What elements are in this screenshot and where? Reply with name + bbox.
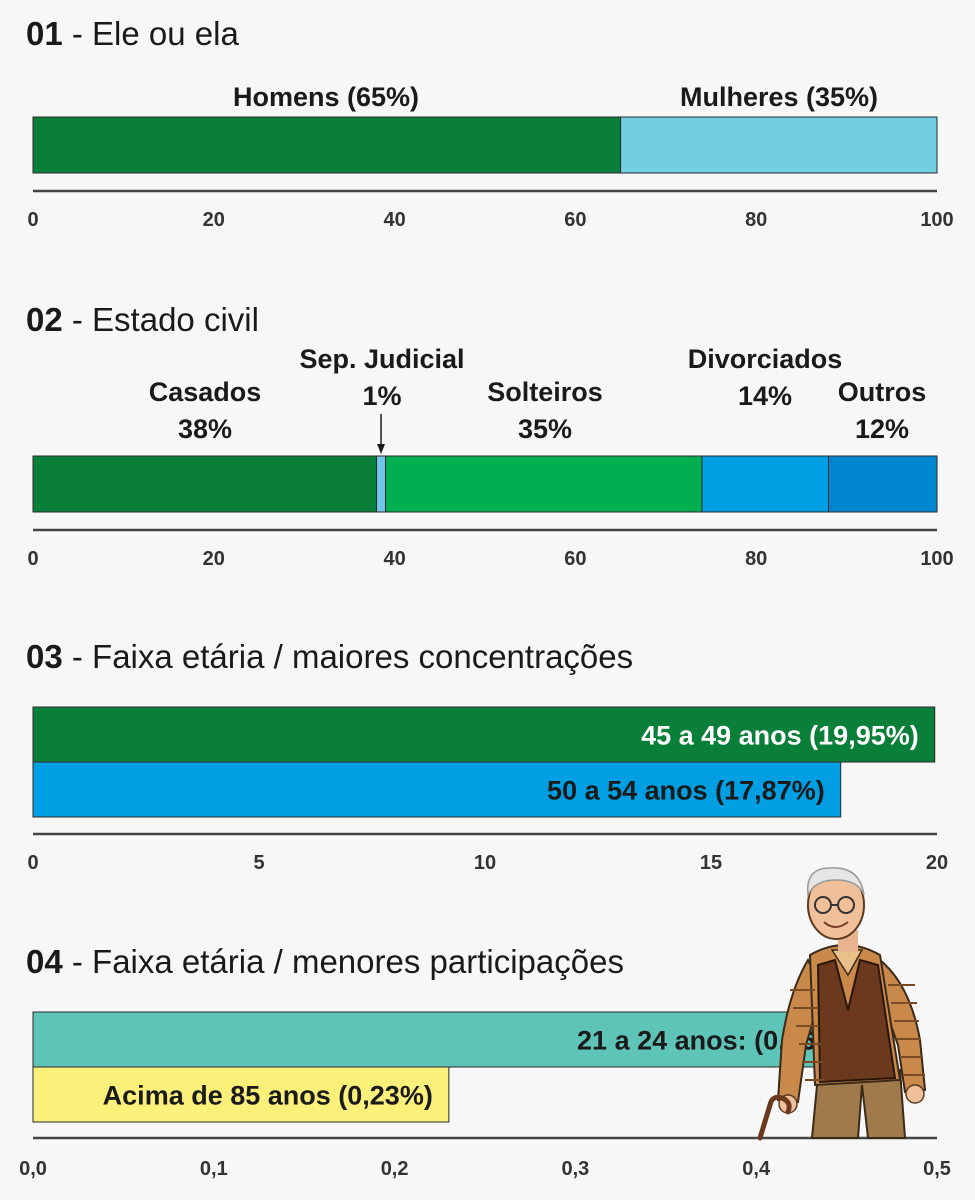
tick-label: 0,5 xyxy=(923,1158,951,1180)
bar-segment xyxy=(32,116,622,174)
tick-label: 15 xyxy=(700,852,722,874)
segment-label: Mulheres (35%) xyxy=(680,82,878,112)
chart-title-separator: - xyxy=(63,301,92,338)
tick-label: 0,1 xyxy=(200,1158,228,1180)
bar-segment xyxy=(32,455,378,513)
tick-label: 0 xyxy=(27,852,38,874)
hand xyxy=(905,1084,925,1104)
bar xyxy=(32,1066,450,1123)
chart-title: 04 - Faixa etária / menores participaçõe… xyxy=(26,943,624,980)
tick-label: 60 xyxy=(564,209,586,231)
tick-label: 0,3 xyxy=(561,1158,589,1180)
vest xyxy=(816,958,897,1084)
segment-label: Casados xyxy=(149,377,262,407)
chart-01: 01 - Ele ou ela Homens (65%) Mulheres (35%… xyxy=(26,15,954,231)
bar xyxy=(32,706,936,763)
segment-value: 38% xyxy=(178,414,232,444)
bar-label: 50 a 54 anos (17,87%) xyxy=(547,776,825,806)
chart-title-separator: - xyxy=(63,943,92,980)
bar-segment xyxy=(620,116,938,174)
tick-label: 20 xyxy=(203,548,225,570)
tick-label: 20 xyxy=(203,209,225,231)
chart-number: 04 xyxy=(26,943,63,980)
right-arm xyxy=(879,957,927,1094)
tick-label: 100 xyxy=(920,209,953,231)
tick-label: 0 xyxy=(27,209,38,231)
chart-title-text: Faixa etária / menores participações xyxy=(92,943,624,980)
tick-label: 10 xyxy=(474,852,496,874)
chart-title: 02 - Estado civil xyxy=(26,301,259,338)
elderly-man-with-cane-icon xyxy=(757,867,927,1141)
chart-title-text: Faixa etária / maiores concentrações xyxy=(92,638,633,675)
hair xyxy=(806,867,865,898)
smile xyxy=(823,921,849,928)
tick-label: 40 xyxy=(383,209,405,231)
bar-label: 45 a 49 anos (19,95%) xyxy=(641,721,919,751)
tick-label: 0,4 xyxy=(742,1158,771,1180)
tick-label: 0,0 xyxy=(19,1158,47,1180)
chart-title-text: Estado civil xyxy=(92,301,259,338)
tick-label: 5 xyxy=(253,852,264,874)
chart-title: 01 - Ele ou ela xyxy=(26,15,239,52)
tick-label: 80 xyxy=(745,548,767,570)
chart-title-text: Ele ou ela xyxy=(92,15,239,52)
chart-number: 02 xyxy=(26,301,63,338)
tick-label: 80 xyxy=(745,209,767,231)
chart-02: 02 - Estado civil Casados 38% Sep. Judicial… xyxy=(26,301,954,570)
tick-label: 100 xyxy=(920,548,953,570)
bar-segment xyxy=(376,455,387,513)
chart-title: 03 - Faixa etária / maiores concentraçõe… xyxy=(26,638,633,675)
chart-number: 03 xyxy=(26,638,63,675)
chart-title-separator: - xyxy=(63,638,92,675)
segment-value: 12% xyxy=(855,414,909,444)
tick-label: 20 xyxy=(926,852,948,874)
bar-label: Acima de 85 anos (0,23%) xyxy=(103,1081,433,1111)
bar xyxy=(32,761,842,818)
segment-label: Outros xyxy=(838,377,927,407)
pointer-arrow-head xyxy=(377,444,386,454)
bar xyxy=(32,1011,866,1068)
chart-number: 01 xyxy=(26,15,63,52)
segment-label: Solteiros xyxy=(487,377,603,407)
chart-03: 03 - Faixa etária / maiores concentraçõe… xyxy=(26,638,948,874)
cane xyxy=(757,1094,792,1141)
tick-label: 60 xyxy=(564,548,586,570)
segment-label: Sep. Judicial xyxy=(299,344,464,374)
tick-label: 0 xyxy=(27,548,38,570)
bar-segment xyxy=(385,455,703,513)
segment-value: 35% xyxy=(518,414,572,444)
tick-label: 0,2 xyxy=(381,1158,409,1180)
segment-label: Homens (65%) xyxy=(233,82,419,112)
chart-title-separator: - xyxy=(63,15,92,52)
segment-value: 14% xyxy=(738,381,792,411)
segment-value: 1% xyxy=(362,381,401,411)
bar-segment xyxy=(701,455,830,513)
segment-label: Divorciados xyxy=(688,344,843,374)
bar-segment xyxy=(828,455,938,513)
trousers xyxy=(810,1068,907,1139)
tick-label: 40 xyxy=(383,548,405,570)
